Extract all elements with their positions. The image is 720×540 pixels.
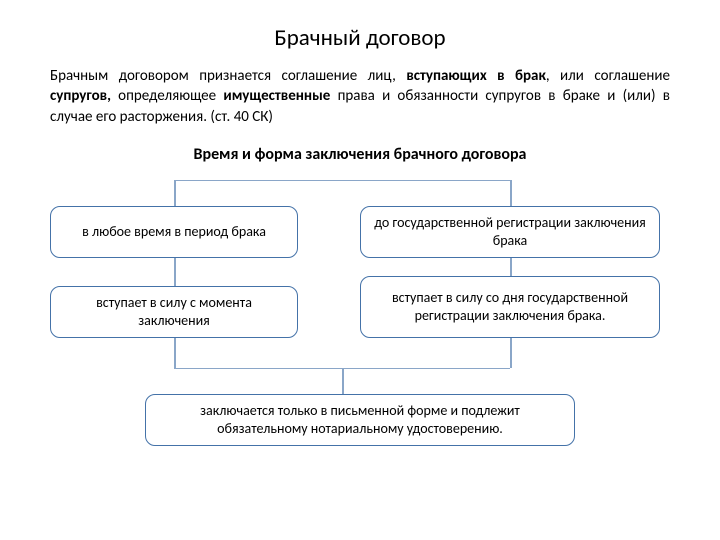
connector-low-left bbox=[174, 338, 176, 368]
node-bottom: заключается только в письменной форме и … bbox=[145, 394, 575, 446]
connector-top-horiz bbox=[174, 180, 510, 182]
connector-bottom-drop bbox=[342, 368, 344, 394]
page-title: Брачный договор bbox=[50, 24, 670, 52]
node-left-bottom: вступает в силу с момента заключения bbox=[50, 286, 298, 338]
node-right-top: до государственной регистрации заключени… bbox=[360, 206, 660, 258]
definition-text: Брачным договором признается соглашение … bbox=[50, 66, 670, 127]
diagram-container: в любое время в период брака вступает в … bbox=[50, 168, 670, 478]
connector-mid-right bbox=[510, 258, 512, 276]
node-right-bottom: вступает в силу со дня государственной р… bbox=[360, 276, 660, 338]
connector-mid-left bbox=[174, 258, 176, 286]
subtitle: Время и форма заключения брачного догово… bbox=[50, 145, 670, 164]
connector-top-left bbox=[174, 180, 176, 206]
node-left-top: в любое время в период брака bbox=[50, 206, 298, 258]
connector-top-right bbox=[510, 180, 512, 206]
connector-low-right bbox=[510, 338, 512, 368]
